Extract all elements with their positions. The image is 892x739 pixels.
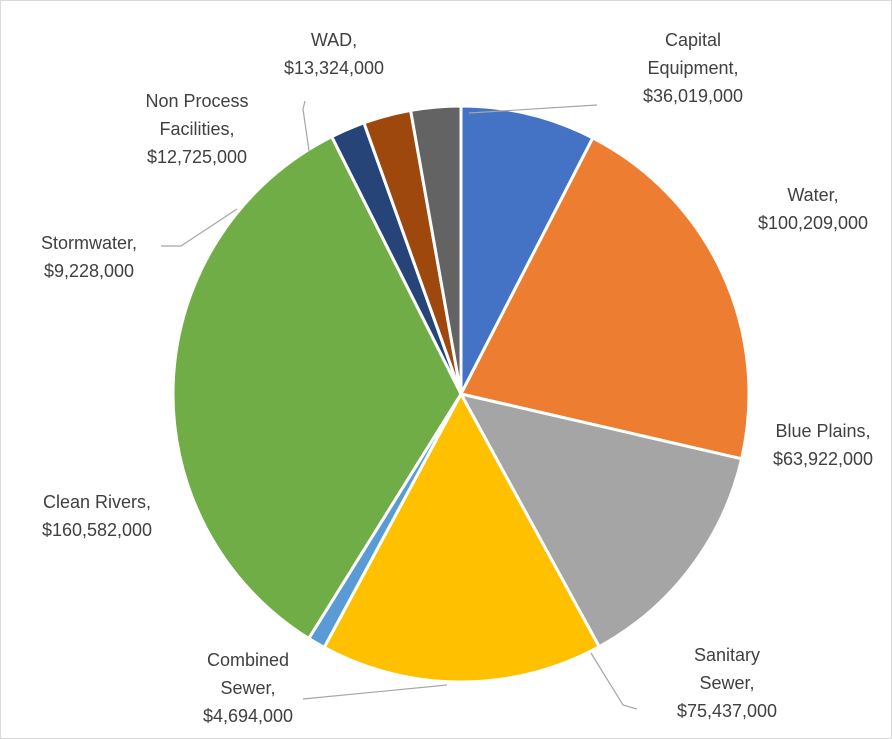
data-label-line: $4,694,000 [203,706,293,726]
data-label-line: Facilities, [159,119,234,139]
data-label-wad: WAD, $13,324,000 [284,30,384,78]
pie-slice-wad [409,104,463,396]
data-label-line: Equipment, [647,58,738,78]
data-label-line: Stormwater, [41,233,137,253]
pie-slice-clean-rivers [171,135,463,640]
data-label-line: Sanitary [694,645,760,665]
data-label-line: $63,922,000 [773,449,873,469]
data-label-sanitary-sewer: Sanitary Sewer, $75,437,000 [677,645,777,721]
data-label-line: Combined [207,650,289,670]
pie-slice-sanitary-sewer [322,392,601,684]
leader-line-capital-equipment [468,104,598,114]
pie-slice-capital-equipment [459,104,595,396]
data-label-line: $13,324,000 [284,58,384,78]
data-label-line: $100,209,000 [758,213,868,233]
data-label-stormwater: Stormwater, $9,228,000 [41,233,137,281]
pie-slice-blue-plains [459,392,744,649]
data-label-combined-sewer: Combined Sewer, $4,694,000 [203,650,293,726]
data-label-line: $36,019,000 [643,86,743,106]
data-label-capital-equipment: Capital Equipment, $36,019,000 [643,30,743,106]
pie-slice-water [459,136,751,461]
leader-line-wad [302,100,310,152]
data-label-line: Sewer, [220,678,275,698]
data-label-line: Sewer, [699,673,754,693]
data-label-water: Water, $100,209,000 [758,185,868,233]
pie-slices [171,104,751,684]
leader-line-sanitary-sewer [590,652,638,710]
data-label-line: Clean Rivers, [43,492,151,512]
data-label-line: Non Process [145,91,248,111]
data-label-line: Blue Plains, [775,421,870,441]
data-label-line: Capital [665,30,721,50]
leader-lines [161,100,638,710]
data-label-clean-rivers: Clean Rivers, $160,582,000 [42,492,152,540]
data-label-line: $12,725,000 [147,147,247,167]
data-label-line: $160,582,000 [42,520,152,540]
data-labels: Capital Equipment, $36,019,000 Water, $100,2… [41,30,873,726]
leader-line-combined-sewer [302,684,448,700]
data-label-line: $9,228,000 [44,261,134,281]
leader-line-stormwater [161,208,238,247]
data-label-line: Water, [787,185,838,205]
data-label-non-process-facilities: Non Process Facilities, $12,725,000 [145,91,248,167]
data-label-blue-plains: Blue Plains, $63,922,000 [773,421,873,469]
data-label-line: $75,437,000 [677,701,777,721]
data-label-line: WAD, [311,30,357,50]
